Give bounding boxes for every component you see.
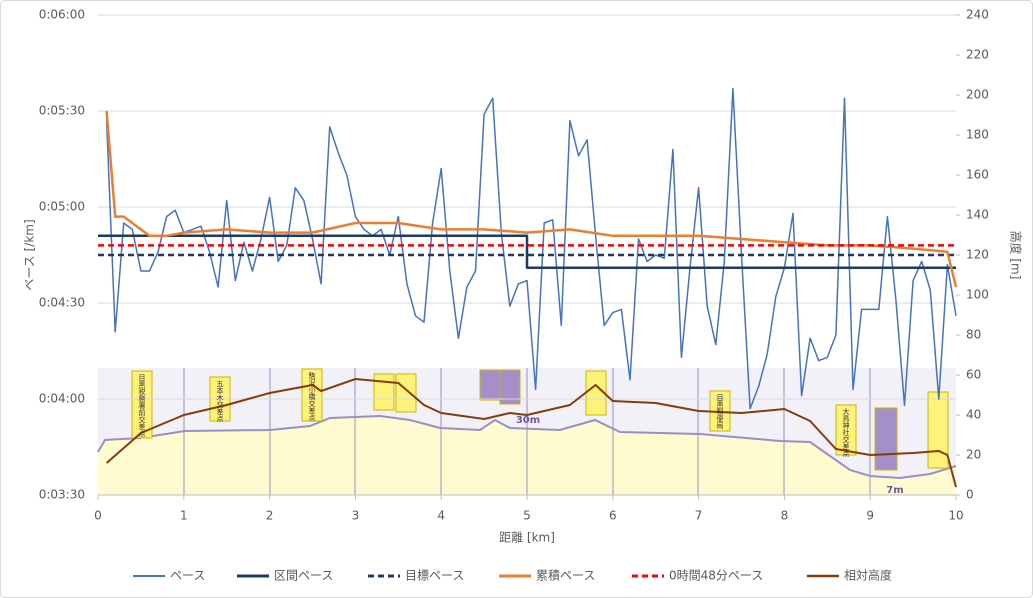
y-axis-title: ペース [/km] <box>23 219 37 290</box>
legend-label: 目標ペース <box>405 569 464 583</box>
annotation: 五本木交差点 <box>216 380 224 423</box>
x-tick-label: 0 <box>94 509 102 523</box>
y2-tick-label: 120 <box>966 248 989 262</box>
legend-label: ペース <box>170 569 205 583</box>
y2-tick-label: 160 <box>966 168 989 182</box>
x-tick-label: 9 <box>866 509 874 523</box>
annotation: 駒沢小橋交差点 <box>308 371 316 422</box>
annotation: 30m <box>516 415 540 426</box>
y-tick-label: 0:03:30 <box>39 488 85 502</box>
y-tick-label: 0:05:30 <box>39 104 85 118</box>
annotation: 目黒郵便局 <box>716 394 724 430</box>
y-tick-label: 0:06:00 <box>39 8 85 22</box>
y2-tick-label: 180 <box>966 128 989 142</box>
x-tick-label: 5 <box>523 509 531 523</box>
x-tick-label: 6 <box>609 509 617 523</box>
y2-tick-label: 20 <box>966 448 981 462</box>
y2-tick-label: 200 <box>966 88 989 102</box>
x-tick-label: 8 <box>781 509 789 523</box>
x-tick-label: 3 <box>352 509 360 523</box>
legend-label: 区間ペース <box>274 569 333 583</box>
elevation-image <box>97 368 957 495</box>
y2-tick-label: 220 <box>966 48 989 62</box>
x-tick-label: 7 <box>695 509 703 523</box>
y2-tick-label: 100 <box>966 288 989 302</box>
legend-label: 0時間48分ペース <box>669 569 763 583</box>
y2-tick-label: 40 <box>966 408 981 422</box>
x-tick-label: 1 <box>180 509 188 523</box>
lines <box>98 87 958 488</box>
annotation: 7m <box>886 485 903 496</box>
x-axis-title: 距離 [km] <box>499 531 555 545</box>
y2-tick-label: 60 <box>966 368 981 382</box>
y-tick-label: 0:04:00 <box>39 392 85 406</box>
y2-tick-label: 140 <box>966 208 989 222</box>
y2-tick-label: 240 <box>966 8 989 22</box>
series-line <box>105 378 957 488</box>
x-tick-label: 2 <box>266 509 274 523</box>
grid <box>97 14 960 500</box>
y2-axis-title: 高度 [m] <box>1009 231 1024 280</box>
y-tick-label: 0:04:30 <box>39 296 85 310</box>
legend-label: 累積ペース <box>536 568 595 583</box>
series-line <box>105 87 957 410</box>
x-tick-label: 10 <box>948 509 963 523</box>
annotation: 大鳥神社交差点 <box>842 407 850 458</box>
x-tick-label: 4 <box>437 509 445 523</box>
legend-label: 相対高度 <box>844 568 892 583</box>
series-line <box>98 234 956 270</box>
y-tick-label: 0:05:00 <box>39 200 85 214</box>
y2-tick-label: 0 <box>966 488 974 502</box>
y2-tick-label: 80 <box>966 328 981 342</box>
annotation: 目黒税務署前交差点 <box>138 374 146 438</box>
